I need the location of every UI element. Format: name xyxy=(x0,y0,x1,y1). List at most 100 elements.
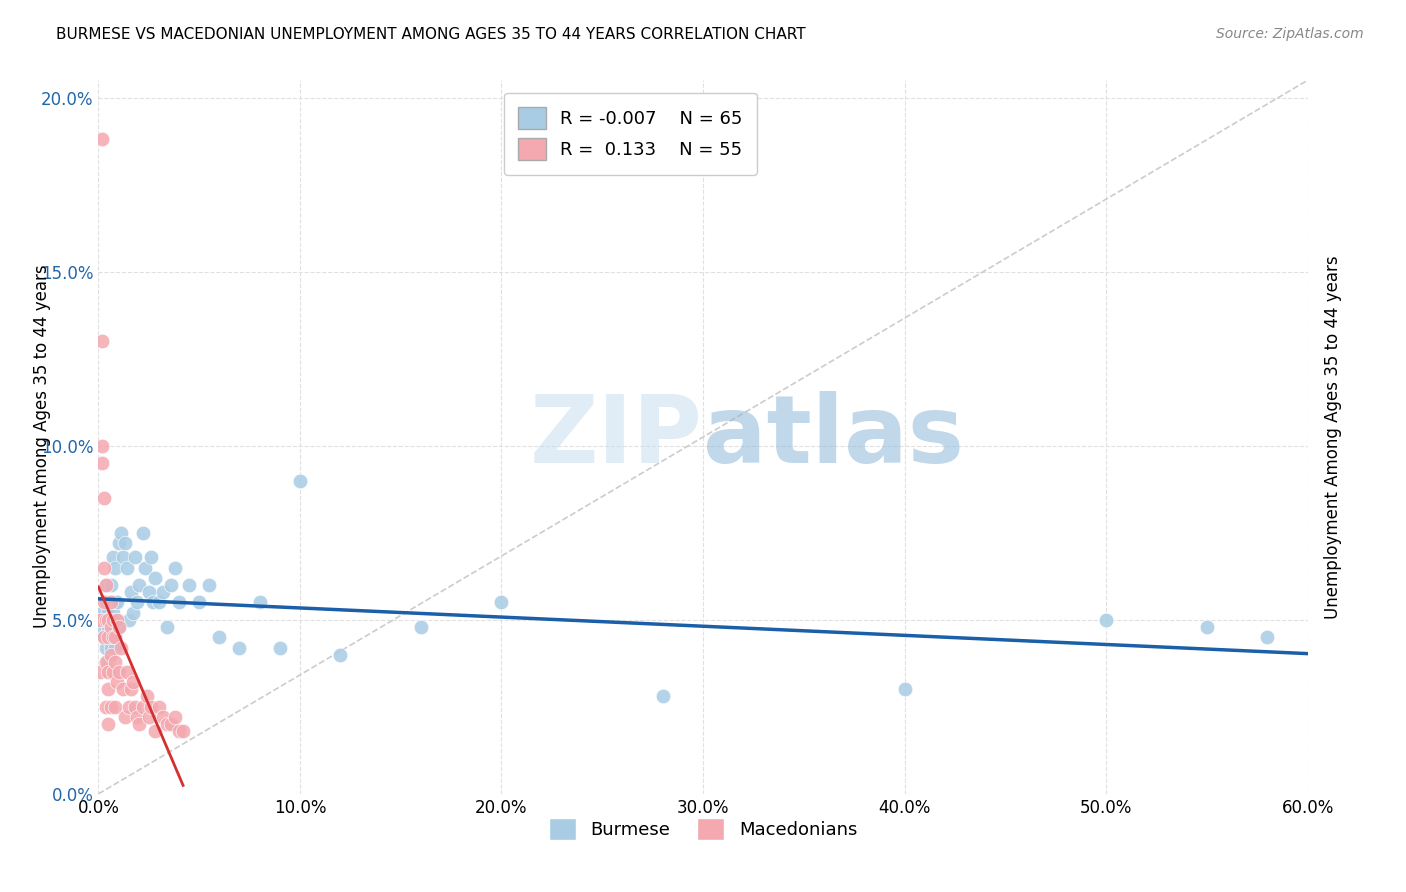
Point xyxy=(148,699,170,714)
Point xyxy=(228,640,250,655)
Point xyxy=(103,560,125,574)
Point xyxy=(160,578,183,592)
Point xyxy=(101,620,124,634)
Point xyxy=(132,525,155,540)
Point xyxy=(107,536,129,550)
Point xyxy=(893,682,915,697)
Text: atlas: atlas xyxy=(703,391,965,483)
Point xyxy=(1195,620,1218,634)
Point xyxy=(93,613,115,627)
Point xyxy=(89,665,111,679)
Point xyxy=(103,655,125,669)
Point xyxy=(128,578,150,592)
Point xyxy=(105,613,128,627)
Point xyxy=(148,595,170,609)
Point xyxy=(100,620,122,634)
Point xyxy=(100,595,122,609)
Point xyxy=(107,665,129,679)
Point xyxy=(103,630,125,644)
Point xyxy=(110,525,132,540)
Point xyxy=(93,595,115,609)
Point xyxy=(163,560,186,574)
Point xyxy=(89,613,111,627)
Point xyxy=(97,665,120,679)
Point xyxy=(91,620,114,634)
Point xyxy=(118,699,141,714)
Point xyxy=(167,595,190,609)
Point xyxy=(160,717,183,731)
Point xyxy=(115,665,138,679)
Point xyxy=(101,630,124,644)
Point xyxy=(96,578,118,592)
Point xyxy=(111,550,134,565)
Point xyxy=(101,665,124,679)
Point xyxy=(96,595,118,609)
Point xyxy=(105,675,128,690)
Point xyxy=(101,606,124,620)
Point xyxy=(139,699,162,714)
Point xyxy=(120,682,142,697)
Point xyxy=(89,613,111,627)
Point xyxy=(100,630,122,644)
Point xyxy=(96,613,118,627)
Point xyxy=(91,132,114,146)
Point xyxy=(100,648,122,662)
Point xyxy=(93,630,115,644)
Point xyxy=(143,724,166,739)
Point xyxy=(100,699,122,714)
Point xyxy=(128,717,150,731)
Point xyxy=(188,595,211,609)
Point xyxy=(96,578,118,592)
Point xyxy=(142,595,165,609)
Point xyxy=(329,648,352,662)
Point xyxy=(93,560,115,574)
Point xyxy=(97,613,120,627)
Point xyxy=(249,595,271,609)
Point xyxy=(152,585,174,599)
Point xyxy=(114,710,136,724)
Point xyxy=(118,613,141,627)
Point xyxy=(101,550,124,565)
Point xyxy=(96,640,118,655)
Point xyxy=(132,699,155,714)
Point xyxy=(103,640,125,655)
Point xyxy=(172,724,194,739)
Point xyxy=(288,474,311,488)
Point xyxy=(107,620,129,634)
Point xyxy=(269,640,291,655)
Point xyxy=(179,578,201,592)
Point xyxy=(107,620,129,634)
Point xyxy=(105,595,128,609)
Point xyxy=(97,655,120,669)
Point xyxy=(100,595,122,609)
Point xyxy=(103,699,125,714)
Text: ZIP: ZIP xyxy=(530,391,703,483)
Point xyxy=(121,675,143,690)
Point xyxy=(115,560,138,574)
Point xyxy=(97,613,120,627)
Point xyxy=(96,655,118,669)
Point xyxy=(139,550,162,565)
Point xyxy=(491,595,513,609)
Point xyxy=(91,456,114,470)
Y-axis label: Unemployment Among Ages 35 to 44 years: Unemployment Among Ages 35 to 44 years xyxy=(1324,255,1343,619)
Point xyxy=(121,606,143,620)
Point xyxy=(111,682,134,697)
Point xyxy=(120,585,142,599)
Point xyxy=(124,699,146,714)
Point xyxy=(1095,613,1118,627)
Point xyxy=(125,595,148,609)
Point xyxy=(97,717,120,731)
Point xyxy=(97,620,120,634)
Point xyxy=(96,699,118,714)
Point xyxy=(91,606,114,620)
Point xyxy=(93,491,115,505)
Point xyxy=(97,682,120,697)
Point xyxy=(101,613,124,627)
Point xyxy=(1256,630,1278,644)
Point xyxy=(97,630,120,644)
Point xyxy=(125,710,148,724)
Point xyxy=(91,334,114,349)
Text: Unemployment Among Ages 35 to 44 years: Unemployment Among Ages 35 to 44 years xyxy=(34,264,51,628)
Point xyxy=(114,536,136,550)
